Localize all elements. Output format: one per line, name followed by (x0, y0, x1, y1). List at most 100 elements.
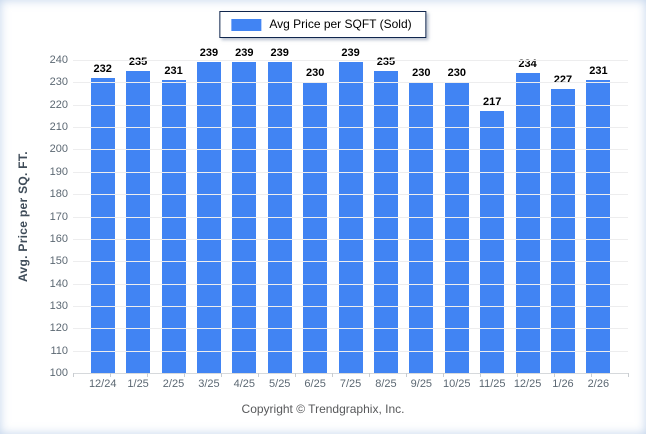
y-tick-label: 180 (49, 188, 68, 201)
bar-slot: 234 (510, 58, 545, 373)
y-tick-label: 150 (49, 255, 68, 268)
bar-value-label: 217 (482, 96, 502, 109)
bar-slot: 231 (581, 65, 616, 373)
x-axis-category-label: 2/25 (162, 378, 185, 390)
y-axis-tick-labels: 100 110 120 130 140 150 160 170 180 190 200 210 220 2… (28, 54, 68, 379)
x-axis-category-label: 12/25 (513, 378, 542, 390)
y-tick-label: 160 (49, 232, 68, 245)
gridline (73, 127, 628, 129)
y-tick-label: 220 (49, 98, 68, 111)
bar-value-label: 231 (164, 65, 183, 78)
bar-slot: 230 (439, 67, 474, 373)
x-axis-tick (591, 373, 592, 377)
gridline (73, 82, 628, 84)
gridline (73, 238, 628, 240)
bar-value-label: 231 (589, 65, 608, 78)
x-axis-tick (628, 373, 629, 377)
y-tick-label: 130 (49, 299, 68, 312)
bar-slot: 235 (120, 56, 155, 373)
x-axis-tick (258, 373, 259, 377)
gridline (73, 328, 628, 330)
x-axis-tick (147, 373, 148, 377)
bar-value-label: 232 (93, 62, 112, 75)
x-axis-tick (332, 373, 333, 377)
x-axis-category-label: 6/25 (304, 378, 326, 390)
bar-value-label: 227 (553, 74, 573, 87)
bar-value-label: 230 (305, 67, 325, 80)
gridline (73, 149, 628, 151)
x-axis-tick (110, 373, 111, 377)
x-axis-tick (517, 373, 518, 377)
legend-swatch-icon (231, 18, 262, 31)
y-tick-label: 190 (49, 165, 68, 178)
y-tick-label: 120 (49, 322, 68, 335)
bar (90, 77, 115, 373)
bar-value-label: 239 (235, 47, 254, 60)
gridline (73, 60, 628, 61)
x-axis-category-label: 3/25 (198, 378, 220, 390)
x-axis-category-label: 11/25 (478, 378, 506, 390)
bar-value-label: 239 (199, 47, 219, 60)
bar-value-label: 239 (270, 47, 289, 60)
bar-slot: 231 (156, 65, 191, 373)
y-tick-label: 200 (49, 143, 68, 156)
gridline (73, 216, 628, 218)
x-axis-category-label: 9/25 (410, 378, 433, 390)
bar-slot: 230 (297, 67, 332, 373)
x-axis-tick (406, 373, 407, 377)
bar-value-label: 235 (376, 56, 396, 69)
bar-value-label: 230 (447, 67, 466, 80)
gridline (73, 261, 628, 263)
bar-slot: 235 (368, 56, 403, 373)
gridline (73, 305, 628, 307)
x-axis-tick (369, 373, 370, 377)
bar (196, 62, 221, 373)
gridline (73, 283, 628, 285)
bar-slot: 232 (85, 63, 120, 373)
bar-slot: 239 (262, 47, 297, 373)
bar-slot: 227 (545, 74, 580, 373)
gridline (73, 171, 628, 173)
x-axis-category-label: 10/25 (443, 378, 471, 390)
bar (444, 82, 469, 373)
bar (480, 111, 505, 373)
x-axis-category-label: 1/25 (127, 378, 149, 390)
bar-slot: 239 (191, 47, 226, 373)
x-axis-tick (443, 373, 444, 377)
x-axis-tick (221, 373, 222, 377)
bar-slot: 239 (227, 47, 262, 373)
x-axis-tick (184, 373, 185, 377)
y-tick-label: 140 (49, 277, 68, 290)
y-tick-label: 210 (49, 121, 68, 134)
y-tick-label: 230 (49, 76, 68, 89)
legend-label: Avg Price per SQFT (Sold) (269, 17, 412, 31)
bar (126, 71, 151, 373)
bar (409, 82, 434, 373)
bar (161, 80, 186, 373)
bar (373, 71, 398, 373)
x-axis-tick (554, 373, 555, 377)
x-axis-labels: 12/24 1/25 2/25 3/25 4/25 5/25 6/25 7/25 8/25 9/2… (73, 378, 628, 390)
x-axis-category-label: 8/25 (375, 378, 397, 390)
bar (515, 73, 540, 373)
y-tick-label: 100 (49, 367, 68, 379)
x-axis-tick (295, 373, 296, 377)
bar (303, 82, 328, 373)
x-axis-category-label: 1/26 (552, 378, 574, 390)
bar-slot: 230 (404, 67, 439, 373)
bar (232, 62, 257, 373)
copyright-text: Copyright © Trendgraphix, Inc. (241, 402, 405, 416)
gridline (73, 104, 628, 106)
gridline (73, 194, 628, 196)
bars-row: 232 235 231 239 239 239 230 239 235 230 230 217 234 2… (73, 47, 628, 373)
x-axis-tick (480, 373, 481, 377)
x-axis-category-label: 2/26 (587, 378, 610, 390)
x-axis-category-label: 12/24 (88, 378, 117, 390)
bar-value-label: 234 (518, 58, 537, 71)
bar (267, 62, 292, 373)
bar (586, 80, 611, 373)
bar-value-label: 235 (128, 56, 148, 69)
bar (338, 62, 363, 373)
plot-area: 232 235 231 239 239 239 230 239 235 230 230 217 234 2… (73, 47, 629, 377)
